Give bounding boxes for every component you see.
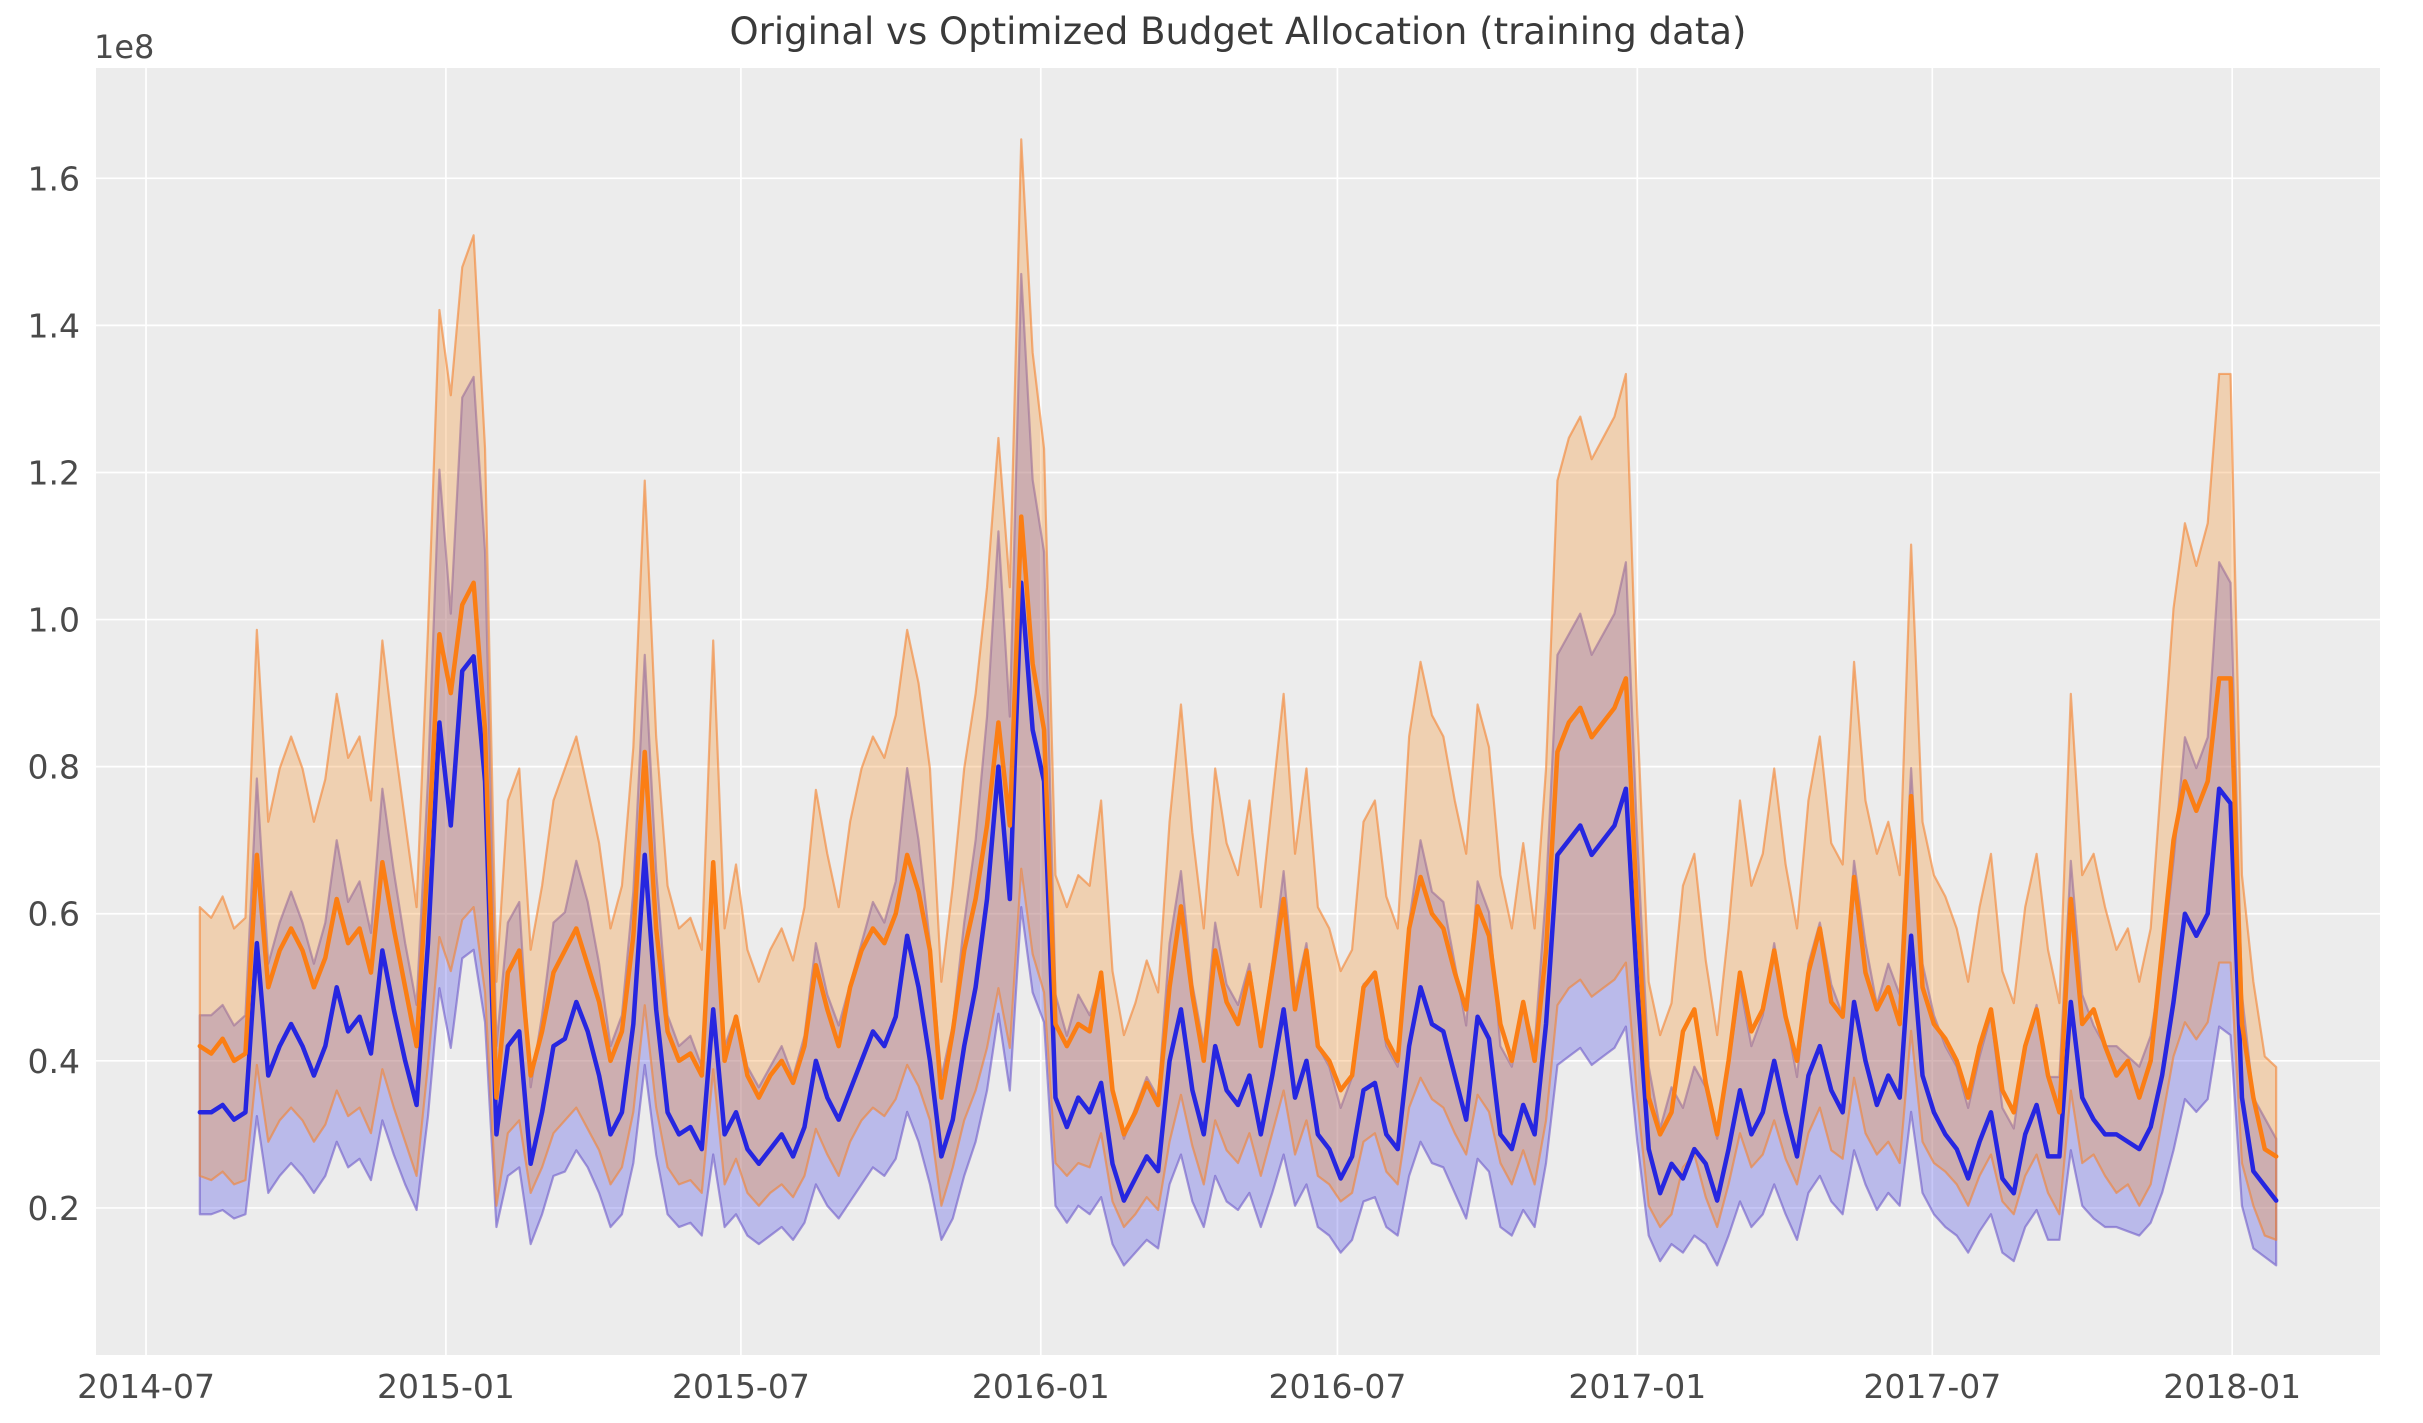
x-tick-labels: 2014-07 2015-01 2015-07 2016-01 2016-07 2017-… bbox=[77, 1367, 2301, 1406]
x-tick-label: 2018-01 bbox=[2163, 1367, 2301, 1406]
series-lines bbox=[197, 514, 2279, 1203]
y-tick-label: 0.8 bbox=[28, 748, 80, 787]
original-line bbox=[197, 580, 2279, 1203]
x-tick-label: 2014-07 bbox=[77, 1367, 215, 1406]
y-tick-label: 0.4 bbox=[28, 1042, 80, 1081]
y-tick-label: 1.4 bbox=[28, 306, 80, 345]
x-tick-label: 2016-07 bbox=[1268, 1367, 1406, 1406]
x-tick-label: 2015-01 bbox=[377, 1367, 515, 1406]
y-tick-label: 1.0 bbox=[28, 601, 80, 640]
y-tick-label: 0.2 bbox=[28, 1189, 80, 1228]
chart-title: Original vs Optimized Budget Allocation … bbox=[730, 10, 1747, 53]
optimized-line bbox=[197, 514, 2279, 1159]
y-tick-label: 0.6 bbox=[28, 895, 80, 934]
y-tick-labels: 0.2 0.4 0.6 0.8 1.0 1.2 1.4 1.6 bbox=[28, 159, 80, 1228]
x-tick-label: 2016-01 bbox=[972, 1367, 1110, 1406]
y-tick-label: 1.6 bbox=[28, 159, 80, 198]
x-tick-label: 2017-01 bbox=[1568, 1367, 1706, 1406]
y-axis-offset-label: 1e8 bbox=[94, 28, 154, 66]
gridlines bbox=[96, 68, 2380, 1355]
x-tick-label: 2017-07 bbox=[1863, 1367, 2001, 1406]
y-tick-label: 1.2 bbox=[28, 453, 80, 492]
x-tick-label: 2015-07 bbox=[672, 1367, 810, 1406]
original-confidence-band bbox=[198, 272, 2278, 1267]
